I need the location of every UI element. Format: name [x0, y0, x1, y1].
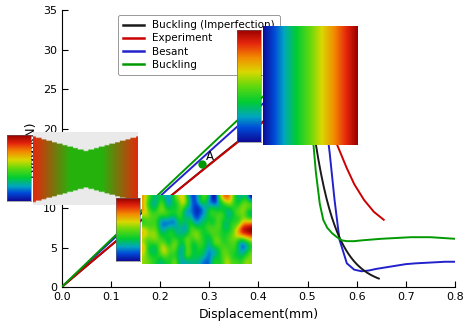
Text: C: C	[328, 109, 337, 122]
X-axis label: Displacement(mm): Displacement(mm)	[198, 308, 319, 320]
Text: B: B	[309, 57, 317, 70]
Y-axis label: Load(kN): Load(kN)	[24, 120, 37, 177]
Legend: Buckling (Imperfection), Experiment, Besant, Buckling: Buckling (Imperfection), Experiment, Bes…	[118, 15, 280, 75]
Text: A: A	[206, 150, 214, 163]
